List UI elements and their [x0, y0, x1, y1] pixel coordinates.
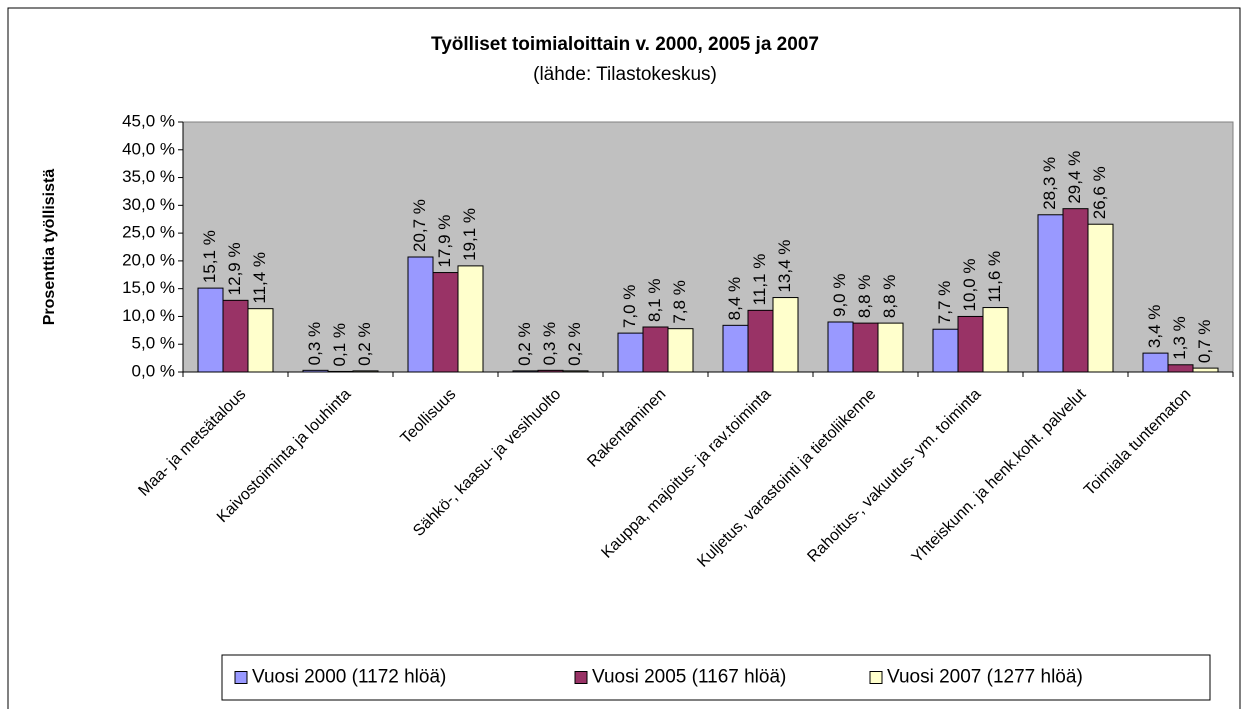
value-label: 3,4 %: [1145, 305, 1164, 348]
value-label: 8,1 %: [645, 279, 664, 322]
bar: [617, 332, 644, 373]
bar: [877, 322, 904, 373]
value-label: 0,7 %: [1195, 320, 1214, 363]
legend-box: [221, 654, 1211, 701]
value-label: 8,8 %: [855, 275, 874, 318]
value-label: 13,4 %: [775, 240, 794, 293]
value-label: 11,1 %: [750, 254, 769, 306]
y-tick-label: 25,0 %: [122, 223, 175, 242]
chart-title: Työlliset toimialoittain v. 2000, 2005 j…: [431, 34, 819, 55]
bar: [247, 308, 274, 373]
y-tick-label: 40,0 %: [122, 139, 175, 158]
bar: [1037, 214, 1064, 373]
legend-label: Vuosi 2007 (1277 hlöä): [887, 667, 1083, 688]
bar: [722, 324, 749, 373]
bar: [407, 256, 434, 373]
bar: [197, 287, 224, 373]
value-label: 0,2 %: [515, 322, 534, 365]
value-label: 20,7 %: [410, 199, 429, 252]
bar: [957, 315, 984, 373]
value-label: 11,6 %: [985, 251, 1004, 303]
bar: [1087, 223, 1114, 373]
value-label: 8,4 %: [725, 277, 744, 320]
bar: [747, 309, 774, 373]
y-tick-label: 35,0 %: [122, 167, 175, 186]
legend-swatch: [574, 671, 588, 684]
bar: [1142, 352, 1169, 373]
y-tick-label: 30,0 %: [122, 195, 175, 214]
value-label: 29,4 %: [1065, 151, 1084, 204]
legend-label: Vuosi 2000 (1172 hlöä): [252, 667, 446, 688]
value-label: 0,3 %: [540, 322, 559, 365]
value-label: 7,8 %: [670, 280, 689, 323]
value-label: 0,3 %: [305, 322, 324, 365]
bar: [827, 321, 854, 373]
value-label: 10,0 %: [960, 259, 979, 312]
chart-subtitle: (lähde: Tilastokeskus): [533, 64, 717, 85]
y-axis-label: Prosenttia työllisistä: [41, 169, 58, 326]
bar: [642, 326, 669, 373]
value-label: 26,6 %: [1090, 166, 1109, 219]
bar: [772, 297, 799, 373]
value-label: 7,7 %: [935, 281, 954, 324]
y-tick-label: 10,0 %: [122, 306, 175, 325]
bar: [1062, 208, 1089, 373]
bar: [982, 307, 1009, 373]
value-label: 19,1 %: [460, 208, 479, 261]
value-label: 15,1 %: [200, 230, 219, 283]
bar: [432, 272, 459, 373]
bar: [852, 322, 879, 373]
value-label: 0,1 %: [330, 323, 349, 366]
value-label: 1,3 %: [1170, 316, 1189, 359]
value-label: 9,0 %: [830, 274, 849, 317]
legend-swatch: [869, 671, 883, 684]
value-label: 12,9 %: [225, 242, 244, 295]
value-label: 0,2 %: [355, 322, 374, 365]
y-tick-label: 0,0 %: [132, 361, 175, 380]
value-label: 0,2 %: [565, 322, 584, 365]
bar: [932, 328, 959, 373]
bar: [1167, 364, 1194, 373]
y-tick-label: 45,0 %: [122, 111, 175, 130]
bar: [1192, 367, 1219, 373]
y-tick-label: 20,0 %: [122, 250, 175, 269]
value-label: 11,4 %: [250, 252, 269, 304]
value-label: 8,8 %: [880, 275, 899, 318]
value-label: 28,3 %: [1040, 157, 1059, 210]
bar: [667, 328, 694, 373]
value-label: 17,9 %: [435, 215, 454, 268]
y-tick-label: 15,0 %: [122, 278, 175, 297]
legend-swatch: [234, 671, 248, 684]
legend-label: Vuosi 2005 (1167 hlöä): [592, 667, 786, 688]
y-tick-label: 5,0 %: [132, 334, 175, 353]
bar: [457, 265, 484, 373]
bar: [222, 299, 249, 373]
value-label: 7,0 %: [620, 285, 639, 328]
